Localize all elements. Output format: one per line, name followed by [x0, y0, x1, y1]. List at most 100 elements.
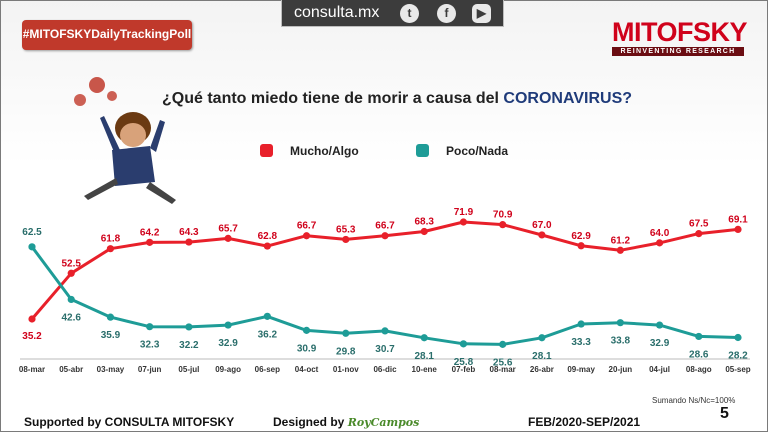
data-point — [459, 340, 468, 348]
legend-swatch-red — [260, 144, 273, 158]
data-point — [499, 221, 507, 229]
data-point — [28, 243, 36, 251]
data-point — [106, 245, 115, 253]
designed-by-label: Designed by — [273, 415, 345, 429]
data-label: 66.7 — [375, 221, 395, 232]
data-point — [381, 232, 389, 240]
youtube-icon[interactable]: ▶ — [472, 4, 491, 23]
data-point — [146, 323, 154, 331]
data-point — [616, 246, 624, 254]
data-label: 35.2 — [22, 331, 42, 342]
data-label: 71.9 — [454, 207, 474, 218]
data-label: 66.7 — [297, 221, 317, 232]
twitter-icon[interactable]: t — [400, 4, 419, 23]
data-point — [224, 321, 232, 329]
data-label: 64.3 — [179, 227, 199, 238]
data-label: 28.2 — [728, 351, 748, 362]
data-point — [28, 315, 36, 323]
data-point — [342, 235, 350, 244]
data-point — [538, 334, 546, 342]
data-label: 33.3 — [571, 337, 591, 348]
x-tick-label: 26-abr — [530, 365, 554, 374]
logo-tagline: REINVENTING RESEARCH — [612, 47, 744, 56]
data-label: 61.8 — [101, 234, 121, 245]
data-point — [146, 238, 154, 246]
x-tick-label: 01-nov — [333, 365, 359, 374]
data-label: 25.6 — [493, 357, 513, 368]
data-label: 65.7 — [218, 223, 238, 234]
data-label: 62.5 — [22, 227, 42, 238]
data-label: 30.9 — [297, 343, 317, 354]
x-tick-label: 05-jul — [178, 365, 199, 374]
data-label: 35.9 — [101, 330, 121, 341]
data-label: 65.3 — [336, 224, 356, 235]
designed-by: Designed by RoyCampos — [273, 415, 419, 429]
data-label: 32.9 — [218, 338, 238, 349]
x-tick-label: 09-ago — [215, 365, 241, 374]
data-point — [67, 269, 75, 277]
x-tick-label: 10-ene — [412, 365, 438, 374]
data-point — [302, 326, 311, 334]
data-label: 64.2 — [140, 227, 160, 238]
chart-question: ¿Qué tanto miedo tiene de morir a causa … — [162, 90, 632, 108]
data-label: 32.3 — [140, 340, 160, 351]
data-label: 32.2 — [179, 340, 199, 351]
social-bar: consulta.mx t f ▶ — [281, 0, 504, 27]
data-point — [577, 320, 585, 328]
data-point — [695, 230, 703, 238]
logo-name: MITOFSKY — [612, 17, 748, 47]
data-label: 68.3 — [414, 217, 434, 228]
data-point — [734, 225, 742, 234]
data-label: 28.1 — [414, 351, 434, 362]
data-point — [616, 319, 624, 327]
data-point — [538, 231, 546, 239]
data-label: 61.2 — [611, 235, 631, 246]
x-tick-label: 09-may — [567, 365, 595, 374]
legend-mucho-algo: Mucho/Algo — [260, 143, 359, 159]
x-tick-label: 06-dic — [373, 365, 397, 374]
x-tick-label: 20-jun — [609, 365, 633, 374]
data-label: 64.0 — [650, 228, 670, 239]
x-tick-label: 08-mar — [490, 365, 516, 374]
data-point — [734, 333, 742, 342]
data-point — [655, 239, 664, 247]
site-link[interactable]: consulta.mx — [294, 4, 380, 21]
data-label: 33.8 — [611, 336, 631, 347]
data-point — [67, 295, 75, 304]
data-label: 62.9 — [571, 231, 591, 242]
supported-by: Supported by CONSULTA MITOFSKY — [24, 415, 235, 429]
data-point — [420, 227, 428, 236]
data-point — [106, 313, 115, 321]
legend-poco-nada: Poco/Nada — [416, 143, 508, 159]
data-label: 25.8 — [454, 357, 474, 368]
data-label: 67.5 — [689, 219, 709, 230]
legend-label: Poco/Nada — [446, 143, 509, 158]
x-tick-label: 07-feb — [452, 365, 476, 374]
data-label: 67.0 — [532, 220, 552, 231]
period: FEB/2020-SEP/2021 — [528, 415, 641, 429]
x-tick-label: 08-ago — [686, 365, 712, 374]
legend-swatch-teal — [416, 144, 429, 158]
data-label: 29.8 — [336, 346, 356, 357]
mitofsky-logo: MITOFSKY REINVENTING RESEARCH — [612, 17, 748, 56]
x-tick-label: 08-mar — [19, 365, 45, 374]
data-point — [499, 340, 507, 348]
x-tick-label: 05-abr — [59, 365, 83, 374]
data-point — [185, 323, 193, 331]
data-point — [263, 242, 271, 250]
page-number: 5 — [720, 405, 729, 422]
data-label: 28.1 — [532, 351, 552, 362]
data-point — [224, 234, 232, 242]
x-tick-label: 05-sep — [725, 365, 750, 374]
question-prefix: ¿Qué tanto miedo tiene de morir a causa … — [162, 90, 504, 107]
facebook-icon[interactable]: f — [437, 4, 456, 23]
data-point — [459, 218, 468, 226]
data-label: 36.2 — [258, 329, 278, 340]
data-point — [695, 332, 703, 341]
data-label: 42.6 — [61, 312, 81, 323]
data-label: 70.9 — [493, 210, 513, 221]
hashtag-text: #MITOFSKYDailyTrackingPoll — [22, 27, 192, 41]
hashtag-badge: #MITOFSKYDailyTrackingPoll — [22, 20, 192, 50]
data-point — [381, 327, 389, 335]
